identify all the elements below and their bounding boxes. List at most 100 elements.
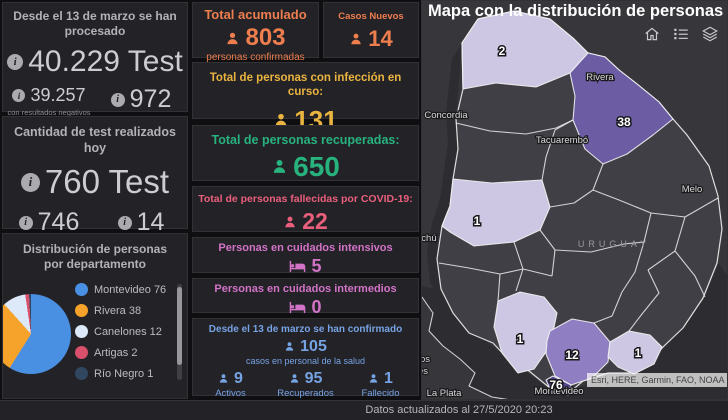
info-icon: i bbox=[110, 92, 125, 107]
map-region-rio-negro[interactable] bbox=[441, 178, 551, 247]
border-lavalleja-west bbox=[593, 241, 645, 324]
panel-title: Total de personas con infección en curso… bbox=[209, 72, 402, 99]
pie-chart-title: Distribución de personas por departament… bbox=[22, 242, 168, 271]
home-icon[interactable] bbox=[643, 25, 661, 43]
legend-item-rivera[interactable]: Rivera 38 bbox=[75, 304, 141, 317]
hospital-bed-icon bbox=[290, 260, 306, 272]
map-region-maldonado[interactable] bbox=[607, 330, 663, 375]
info-icon: i bbox=[117, 215, 132, 230]
legend-item-rio-negro[interactable]: Río Negro 1 bbox=[75, 367, 153, 380]
info-icon: i bbox=[20, 172, 40, 192]
recuperadas-row: 650 bbox=[193, 151, 418, 183]
salud-total-value: 105 bbox=[300, 337, 327, 355]
salud-total-row: 105 bbox=[193, 338, 418, 356]
total-tests-value: 40.229 Test bbox=[28, 45, 183, 78]
city-label-buenos: Buenos bbox=[422, 354, 430, 365]
layers-icon[interactable] bbox=[701, 25, 719, 43]
legend-dot bbox=[75, 346, 88, 359]
rio-uruguay bbox=[427, 43, 462, 313]
map-value-san-jose: 1 bbox=[517, 332, 524, 346]
legend-list-icon[interactable] bbox=[672, 25, 690, 43]
city-label-gualeguaychu: Gualeguaychú bbox=[422, 233, 437, 244]
border-tacuarembo-west bbox=[541, 119, 574, 181]
negativos-stat: i 39.257 con resultados negativos bbox=[3, 85, 95, 125]
map-panel: Mapa con la distribución de personas bbox=[421, 0, 728, 400]
panel-total-acumulado: Total acumulado 803 personas confirmadas bbox=[192, 2, 319, 63]
map-value-rio-negro: 1 bbox=[474, 214, 481, 228]
panel-title: Total de personas recuperadas: bbox=[211, 133, 400, 147]
map-attribution: Esri, HERE, Garmin, FAO, NOAA bbox=[587, 373, 727, 387]
map-controls bbox=[643, 25, 719, 43]
legend-dot bbox=[75, 325, 88, 338]
total-tests-value-row: i 40.229 Test bbox=[3, 45, 187, 79]
person-icon bbox=[273, 160, 286, 173]
salud-caption: casos en personal de la salud bbox=[245, 355, 366, 366]
border-rocha-north bbox=[647, 216, 706, 298]
map-value-rivera: 38 bbox=[617, 115, 631, 129]
person-icon bbox=[219, 374, 228, 383]
person-icon bbox=[275, 114, 287, 127]
panel-title: Cantidad de test realizados hoy bbox=[14, 125, 176, 155]
panel-fallecidas: Total de personas fallecidas por COVID-1… bbox=[192, 186, 419, 235]
intermedios-value: 0 bbox=[311, 296, 322, 317]
salud-fallecido-stat: 1 Fallecido bbox=[343, 370, 418, 399]
person-icon bbox=[285, 216, 295, 227]
negativos-hoy-value: 746 bbox=[37, 208, 80, 237]
panel-title: Desde el 13 de marzo se han procesado bbox=[13, 9, 177, 38]
positivos-value: 972 bbox=[129, 85, 172, 113]
salud-recuperados-label: Recuperados bbox=[277, 387, 334, 399]
panel-title: Personas en cuidados intermedios bbox=[214, 283, 397, 295]
total-acumulado-value: 803 bbox=[245, 24, 286, 52]
city-label-concordia: Concordia bbox=[424, 110, 468, 121]
map-value-artigas: 2 bbox=[499, 44, 506, 58]
map-region-san-jose[interactable] bbox=[493, 291, 558, 374]
salud-activos-label: Activos bbox=[215, 387, 246, 399]
info-icon: i bbox=[18, 215, 33, 230]
tests-hoy-value: 760 Test bbox=[44, 163, 170, 201]
map-region-rivera[interactable] bbox=[569, 52, 674, 165]
city-label-montevideo: Montevideo bbox=[534, 386, 583, 397]
salud-activos-stat: 9 Activos bbox=[193, 370, 268, 399]
legend-item-montevideo[interactable]: Montevideo 76 bbox=[75, 283, 166, 296]
uruguay-map[interactable]: Concordia Rivera Tacuarembó Melo Gualegu… bbox=[422, 1, 728, 400]
hospital-bed-icon bbox=[290, 301, 306, 313]
city-label-tacuarembo: Tacuarembó bbox=[536, 135, 588, 146]
person-icon bbox=[227, 32, 238, 44]
legend-scrollbar-thumb[interactable] bbox=[177, 287, 182, 365]
border-lavalleja-rocha bbox=[628, 269, 660, 332]
panel-title: Personas en cuidados intensivos bbox=[218, 242, 393, 254]
legend-item-artigas[interactable]: Artigas 2 bbox=[75, 346, 137, 359]
panel-title: Casos Nuevos bbox=[338, 11, 404, 22]
footer-updated-text: Datos actualizados al 27/5/2020 20:23 bbox=[365, 404, 553, 416]
panel-title: Desde el 13 de marzo se han confirmado bbox=[208, 324, 403, 335]
map-region-montevideo[interactable] bbox=[545, 375, 572, 396]
panel-cuidados-intermedios: Personas en cuidados intermedios 0 bbox=[192, 278, 419, 317]
fallecidas-row: 22 bbox=[193, 208, 418, 235]
border-colonia-san-jose bbox=[497, 273, 501, 302]
panel-infeccion-en-curso: Total de personas con infección en curso… bbox=[192, 62, 419, 135]
border-soriano-south bbox=[438, 262, 524, 275]
panel-tests-hoy: Cantidad de test realizados hoy i 760 Te… bbox=[2, 116, 188, 248]
intensivos-row: 5 bbox=[193, 256, 418, 277]
legend-dot bbox=[75, 304, 88, 317]
panel-personal-salud: Desde el 13 de marzo se han confirmado 1… bbox=[192, 318, 419, 399]
legend-item-canelones[interactable]: Canelones 12 bbox=[75, 325, 162, 338]
city-label-aires: Aires bbox=[422, 366, 428, 377]
city-label-melo: Melo bbox=[682, 184, 703, 195]
argentina-coastline bbox=[422, 296, 508, 399]
panel-title: Total de personas fallecidas por COVID-1… bbox=[198, 193, 413, 205]
fallecidas-value: 22 bbox=[302, 208, 328, 235]
legend-scrollbar[interactable] bbox=[177, 284, 182, 380]
legend-dot bbox=[75, 283, 88, 296]
map-title: Mapa con la distribución de personas bbox=[428, 2, 724, 20]
panel-cuidados-intensivos: Personas en cuidados intensivos 5 bbox=[192, 237, 419, 276]
city-label-rivera: Rivera bbox=[586, 72, 614, 83]
casos-nuevos-row: 14 bbox=[324, 26, 418, 52]
person-icon bbox=[290, 374, 298, 383]
pie-chart[interactable] bbox=[3, 294, 71, 374]
recuperadas-value: 650 bbox=[293, 150, 340, 182]
tests-hoy-value-row: i 760 Test bbox=[3, 163, 187, 201]
person-icon bbox=[351, 33, 361, 45]
border-tacuarembo-durazno bbox=[549, 163, 604, 208]
